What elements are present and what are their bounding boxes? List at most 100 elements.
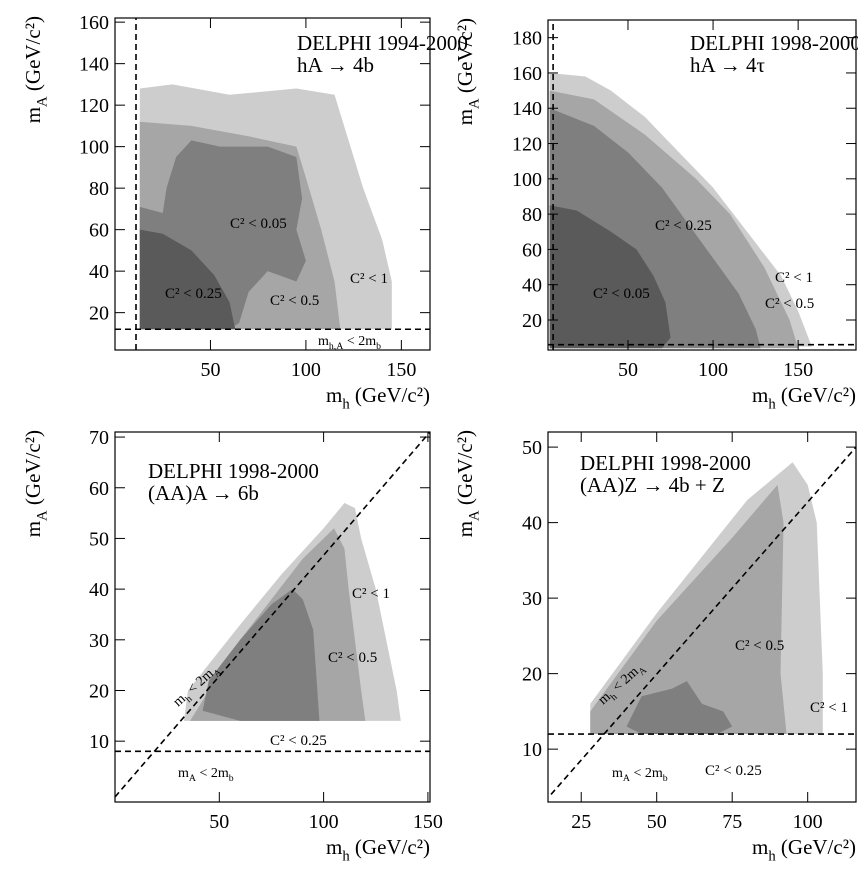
region-label: C² < 0.05 [230,216,287,232]
text-part: m [21,521,45,537]
y-tick-label: 40 [522,275,542,297]
contour-region [202,589,320,721]
y-tick-label: 60 [89,220,109,242]
subscript: A [623,773,630,784]
region-label: C² < 0.05 [593,286,650,302]
text-part: (GeV/c²) [21,430,45,510]
text-part: m [178,766,189,781]
y-tick-label: 50 [89,528,109,550]
chart-title: DELPHI 1998-2000 [148,459,319,483]
region-label: C² < 1 [775,270,813,286]
frame [114,431,431,803]
text-part: (GeV/c²) [350,835,430,859]
y-tick-label: 160 [512,63,542,85]
y-tick-label: 100 [79,137,109,159]
contour-region [590,484,787,735]
limit-label: mA < 2mb [178,766,234,784]
chart-title: hA → 4b [297,53,374,77]
subscript: h,A [329,341,343,352]
text-part: (GeV/c²) [453,18,477,98]
x-tick-label: 100 [793,811,823,833]
region-label: C² < 0.5 [735,638,784,654]
region-label: C² < 0.5 [765,296,814,312]
subscript: h [342,396,350,412]
y-axis-label: mA (GeV/c²) [21,16,50,123]
x-tick-label: 150 [386,359,416,381]
y-tick-label: 40 [89,261,109,283]
y-tick-label: 140 [79,54,109,76]
subscript: A [466,98,482,109]
x-tick-label: 100 [698,359,728,381]
y-tick-label: 80 [89,178,109,200]
y-tick-label: 100 [512,169,542,191]
y-tick-label: 20 [522,664,542,686]
subscript: h [184,694,195,706]
text-part: m [326,383,342,407]
y-tick-label: 40 [89,579,109,601]
subscript: h [609,692,620,704]
subscript: h [768,396,776,412]
plot-area [548,446,856,795]
chart-title: DELPHI 1998-2000 [690,31,858,55]
x-axis-label: mh (GeV/c²) [752,835,856,864]
x-tick-label: 25 [571,811,591,833]
x-tick-label: 100 [309,811,339,833]
region-label: C² < 0.25 [705,763,762,779]
subscript: A [34,96,50,107]
frame [547,19,857,351]
y-tick-label: 180 [512,28,542,50]
text-part: < 2m [196,766,229,781]
y-tick-label: 10 [89,731,109,753]
y-axis-label: mA (GeV/c²) [453,430,482,537]
contour-region [139,229,236,330]
x-axis-label: mh (GeV/c²) [326,835,430,864]
region-label: C² < 0.25 [655,218,712,234]
y-tick-label: 120 [512,134,542,156]
subscript: h [768,848,776,864]
text-part: (GeV/c²) [453,430,477,510]
plot-area [115,432,430,798]
x-tick-label: 50 [200,359,220,381]
text-part: m [752,835,768,859]
contour-region [626,681,733,735]
text-part: (GeV/c²) [350,383,430,407]
region-label: C² < 0.25 [270,733,327,749]
frame [114,17,431,351]
y-tick-label: 30 [89,630,109,652]
y-tick-label: 160 [79,12,109,34]
x-tick-label: 50 [647,811,667,833]
chart-title: DELPHI 1998-2000 [580,451,751,475]
subscript: A [466,510,482,521]
region-label: C² < 1 [352,586,390,602]
subscript: b [663,773,668,784]
dashed-limit [115,432,430,798]
dashed-limit [550,446,856,795]
x-axis-label: mh (GeV/c²) [326,383,430,412]
y-tick-label: 10 [522,739,542,761]
y-tick-label: 120 [79,95,109,117]
text-part: (GeV/c²) [21,16,45,96]
x-tick-label: 75 [722,811,742,833]
text-part: m [318,334,329,349]
y-tick-label: 40 [522,513,542,535]
y-tick-label: 80 [522,204,542,226]
subscript: A [189,773,196,784]
plot-area [115,18,430,350]
text-part: (GeV/c²) [776,383,856,407]
subscript: h [342,848,350,864]
limit-label: mA < 2mb [612,766,668,784]
chart-title: (AA)A → 6b [148,481,259,505]
x-tick-label: 100 [291,359,321,381]
y-axis-label: mA (GeV/c²) [21,430,50,537]
contour-region [549,205,671,349]
chart-title: DELPHI 1994-2000 [297,31,468,55]
y-tick-label: 20 [522,310,542,332]
text-part: m [326,835,342,859]
frame [547,431,857,803]
text-part: m [612,766,623,781]
x-tick-label: 50 [618,359,638,381]
region-label: C² < 1 [350,271,388,287]
plot-area [548,20,856,350]
x-tick-label: 150 [783,359,813,381]
region-label: C² < 0.25 [165,286,222,302]
